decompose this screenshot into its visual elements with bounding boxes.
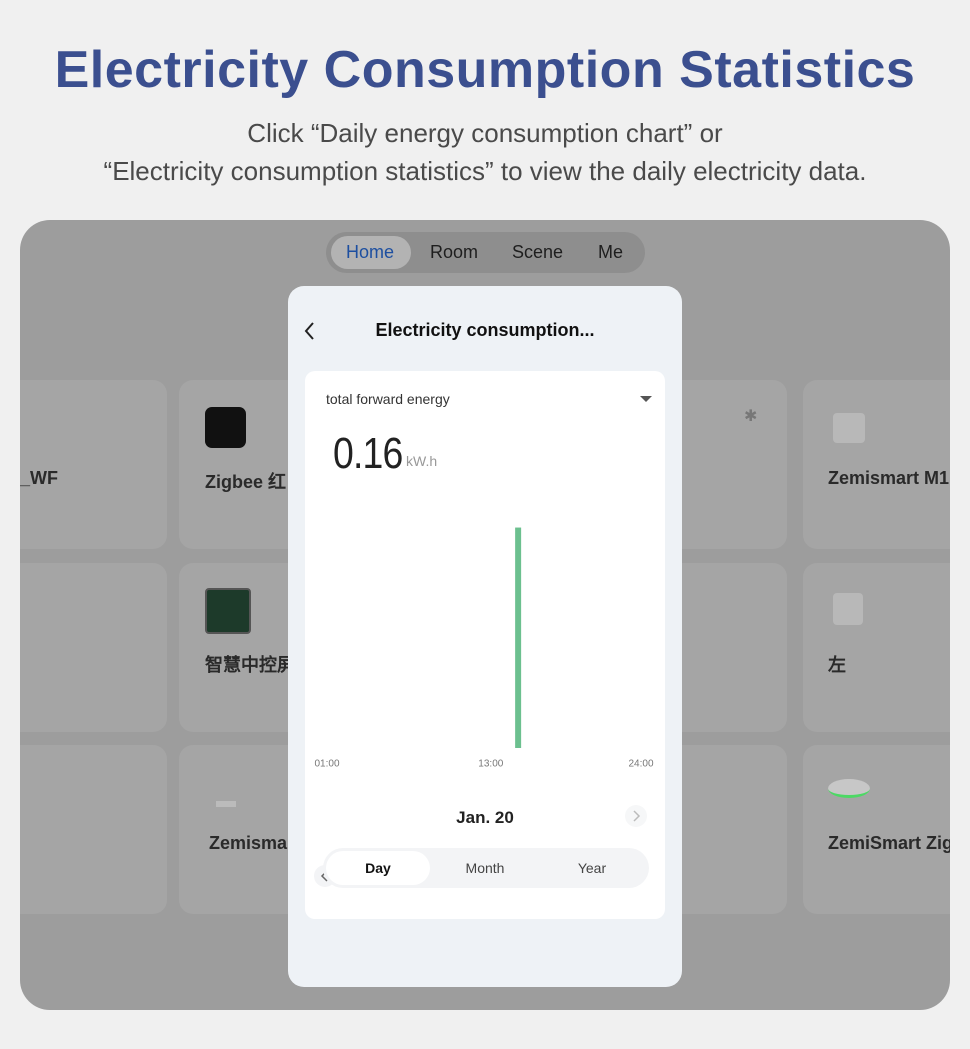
device-icon xyxy=(216,777,236,807)
device-icon xyxy=(833,413,865,443)
chart-card: total forward energy 0.16 kW.h Jan. 20 D… xyxy=(305,371,665,919)
device-name: _WF xyxy=(20,468,58,488)
bluetooth-icon: ✱ xyxy=(744,408,758,425)
next-button[interactable] xyxy=(624,804,648,828)
tab-highlight xyxy=(331,236,411,269)
modal: Electricity consumption... total forward… xyxy=(288,286,682,987)
device-card[interactable]: Zemismart M1 xyxy=(803,380,950,549)
device-name: Zigbee 红 xyxy=(205,472,287,492)
device-icon xyxy=(205,588,251,634)
period-tab[interactable]: Month xyxy=(465,860,505,876)
device-card[interactable]: ZemiSmart Zig xyxy=(803,745,950,914)
period-selector: Day Month Year xyxy=(323,848,649,888)
device-name: 左 xyxy=(828,655,846,675)
device-name: ZemiSmart Zig xyxy=(828,833,950,853)
period-highlight xyxy=(326,851,430,885)
bar xyxy=(515,527,522,748)
period-tab[interactable]: Year xyxy=(577,860,607,876)
tab[interactable]: Scene xyxy=(512,242,564,262)
device-card[interactable] xyxy=(20,563,167,732)
device-icon xyxy=(828,779,870,798)
device-icon xyxy=(205,407,246,448)
metric-dropdown[interactable]: total forward energy xyxy=(326,391,450,407)
tab-bar: Home Room Scene Me xyxy=(326,232,645,273)
device-icon xyxy=(833,593,863,625)
reading-unit: kW.h xyxy=(406,453,438,469)
x-tick-label: 01:00 xyxy=(314,759,339,770)
x-tick-label: 13:00 xyxy=(478,759,503,770)
dropdown-arrow[interactable] xyxy=(639,394,653,404)
date: Jan. 20 xyxy=(456,808,514,827)
device-card[interactable] xyxy=(20,745,167,914)
period-tab[interactable]: Day xyxy=(365,860,391,876)
tab[interactable]: Room xyxy=(430,242,479,262)
subtitle: Click “Daily energy consumption chart” o… xyxy=(247,118,723,148)
back-button[interactable] xyxy=(302,320,318,342)
device-name: 智慧中控屏 xyxy=(205,655,295,675)
title: Electricity Consumption Statistics xyxy=(54,41,916,99)
modal-title: Electricity consumption... xyxy=(375,320,595,340)
device-card[interactable]: _WF xyxy=(20,380,167,549)
device-name: Zemisma xyxy=(209,833,288,853)
device-name: Zemismart M1 xyxy=(828,468,950,488)
x-tick-label: 24:00 xyxy=(628,759,653,770)
subtitle: “Electricity consumption statistics” to … xyxy=(103,156,867,186)
device-card[interactable]: 左 xyxy=(803,563,950,732)
tab[interactable]: Home xyxy=(346,242,395,262)
reading-value: 0.16 xyxy=(333,429,403,478)
tab[interactable]: Me xyxy=(598,242,624,262)
